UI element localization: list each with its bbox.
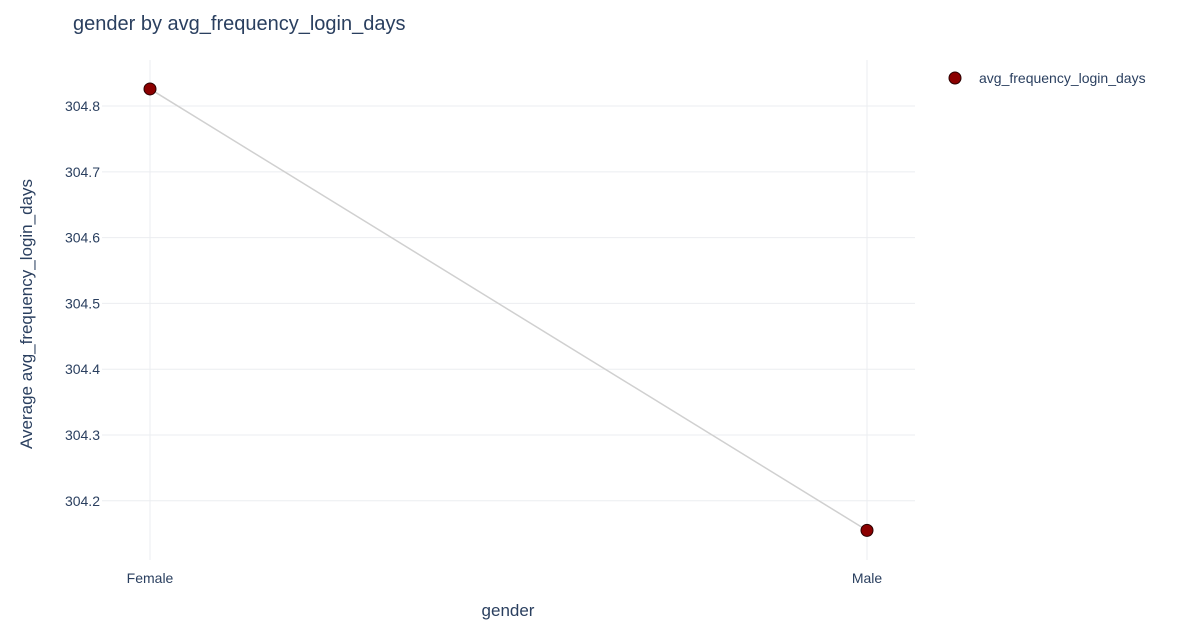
data-point[interactable] [860, 523, 874, 537]
y-tick-label: 304.6 [65, 230, 100, 246]
y-axis-title: Average avg_frequency_login_days [17, 179, 36, 449]
series [143, 82, 874, 537]
legend[interactable]: avg_frequency_login_days [948, 70, 1146, 86]
legend-marker [948, 71, 962, 85]
y-tick-label: 304.5 [65, 295, 100, 311]
chart-title: gender by avg_frequency_login_days [73, 13, 405, 35]
grid [102, 60, 915, 560]
x-axis-ticks: Female Male [127, 570, 883, 586]
data-point[interactable] [143, 82, 157, 96]
x-axis-title: gender [482, 601, 535, 620]
legend-label: avg_frequency_login_days [979, 70, 1146, 86]
x-tick-label: Male [852, 570, 883, 586]
y-axis-ticks: 304.2 304.3 304.4 304.5 304.6 304.7 304.8 [65, 98, 100, 509]
y-tick-label: 304.7 [65, 164, 100, 180]
y-tick-label: 304.8 [65, 98, 100, 114]
y-tick-label: 304.2 [65, 493, 100, 509]
series-line [149, 88, 868, 532]
x-tick-label: Female [127, 570, 174, 586]
y-tick-label: 304.4 [65, 361, 100, 377]
y-tick-label: 304.3 [65, 427, 100, 443]
